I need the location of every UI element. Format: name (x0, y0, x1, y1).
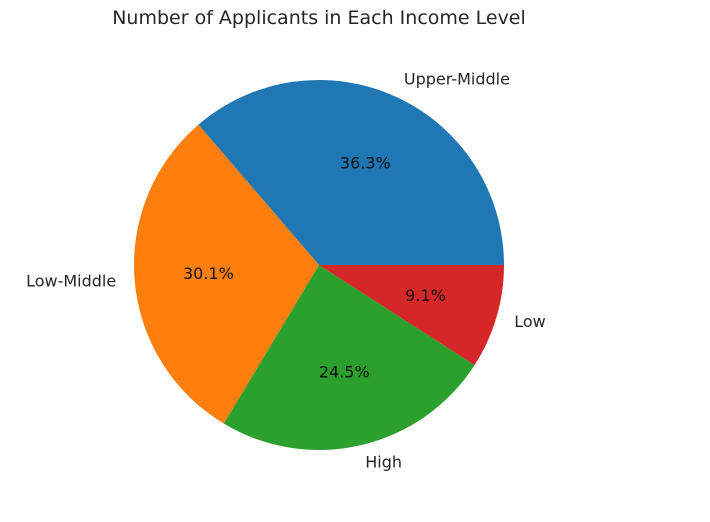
slice-percent-label: 30.1% (183, 264, 234, 283)
pie-slice-high (223, 265, 475, 450)
pie-labels: Upper-Middle 36.3% Low-Middle 30.1% High 24.5… (26, 70, 546, 472)
chart-title: Number of Applicants in Each Income Leve… (112, 7, 526, 29)
slice-category-label: Upper-Middle (404, 70, 510, 89)
slice-category-label: Low (514, 312, 546, 331)
slice-percent-label: 36.3% (340, 154, 391, 173)
slice-percent-label: 24.5% (319, 363, 370, 382)
slice-percent-label: 9.1% (405, 286, 446, 305)
slice-category-label: High (365, 453, 402, 472)
pie-slices (134, 80, 504, 450)
slice-category-label: Low-Middle (26, 272, 116, 291)
pie-slice-low-middle (134, 124, 319, 424)
pie-slice-low (319, 265, 504, 366)
pie-slice-upper-middle (198, 80, 504, 265)
